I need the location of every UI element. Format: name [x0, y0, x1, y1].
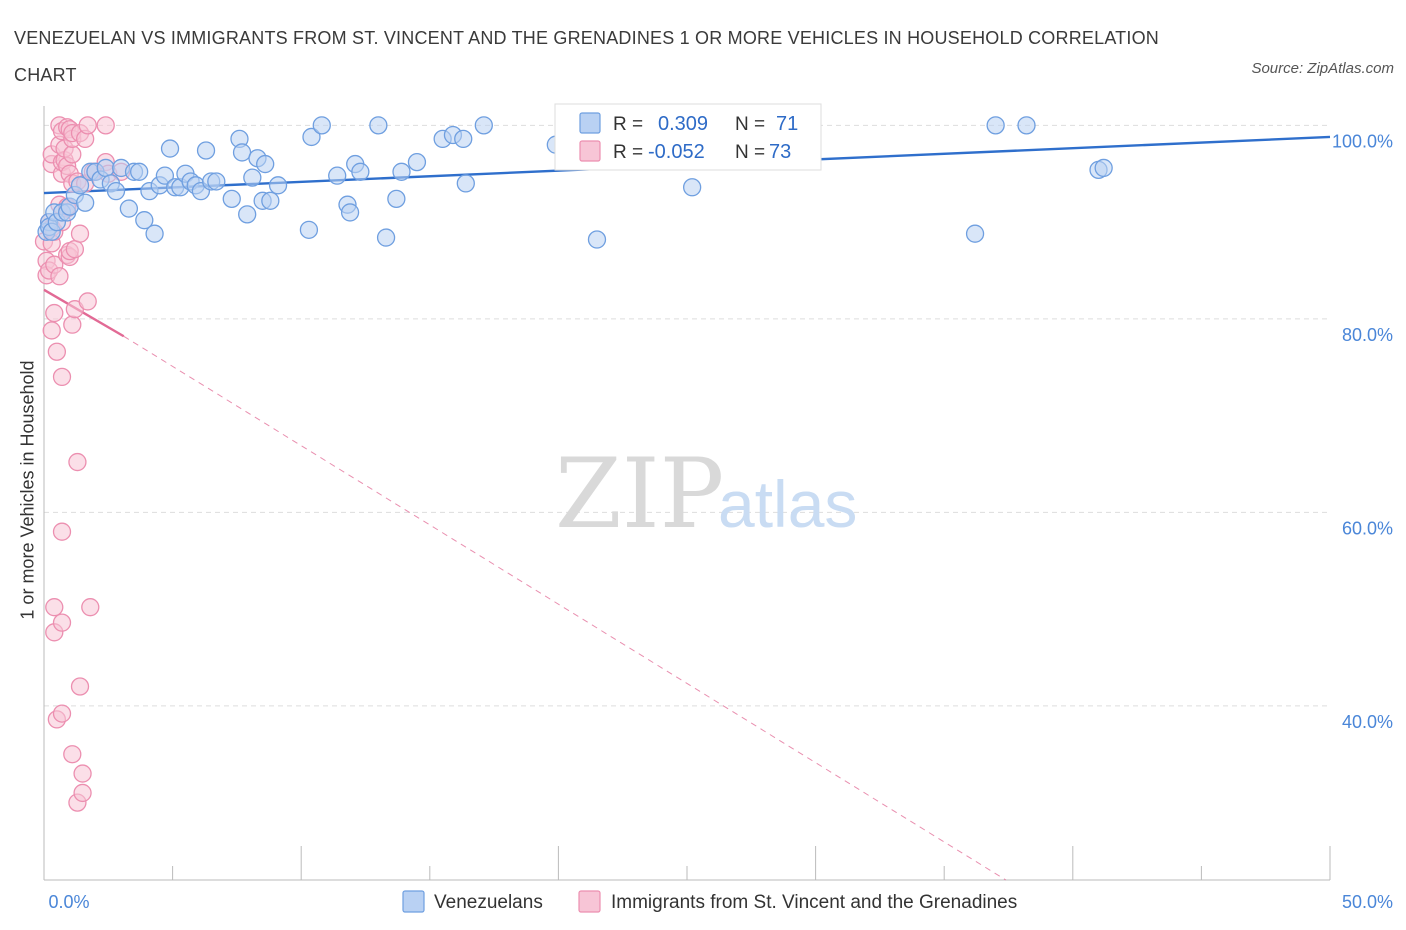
stats-swatch-immigrants [579, 140, 601, 162]
data-point [96, 158, 115, 178]
data-point [268, 176, 288, 195]
y-tick-label: 60.0% [1342, 518, 1393, 538]
watermark: ZIP atlas [555, 438, 857, 550]
legend-swatch-venezuelans [402, 890, 425, 913]
y-tick-label: 80.0% [1342, 325, 1393, 345]
data-point [454, 129, 473, 149]
tick-labels: 100.0% 80.0% 60.0% 40.0% 0.0% 50.0% [48, 131, 1393, 912]
data-point [50, 267, 69, 286]
bottom-legend: Venezuelans Immigrants from St. Vincent … [402, 890, 1017, 913]
data-point [63, 745, 82, 764]
legend-swatch-immigrants [578, 890, 601, 913]
data-point [52, 613, 72, 632]
legend-label-immigrants: Immigrants from St. Vincent and the Gren… [611, 892, 1017, 913]
data-point [196, 141, 216, 160]
chart-title: VENEZUELAN VS IMMIGRANTS FROM ST. VINCEN… [14, 28, 1159, 85]
data-point [238, 205, 257, 224]
data-point [965, 224, 985, 243]
data-point [65, 240, 85, 259]
data-point [407, 152, 427, 172]
trend-line-1 [43, 288, 125, 338]
data-point [682, 178, 702, 197]
x-tick-label: 0.0% [48, 892, 89, 912]
data-point [76, 193, 95, 212]
data-point [78, 292, 97, 311]
data-point [1017, 116, 1036, 135]
data-point [261, 191, 280, 210]
y-tick-label: 40.0% [1342, 712, 1393, 732]
data-point [81, 598, 100, 617]
data-point [302, 127, 321, 147]
data-points [34, 116, 1113, 812]
data-point [351, 162, 370, 181]
stats-n-label-2: N = [735, 142, 765, 163]
source-label: Source: ZipAtlas.com [1251, 60, 1394, 77]
data-point [376, 228, 396, 247]
stats-r-value-1: 0.309 [658, 113, 708, 135]
data-point [232, 143, 252, 162]
data-point [587, 230, 607, 249]
data-point [243, 168, 262, 187]
data-point [96, 116, 115, 135]
data-point [73, 764, 92, 783]
data-point [70, 176, 90, 195]
data-point [387, 189, 406, 209]
data-point [78, 116, 97, 135]
stats-r-value-2: -0.052 [648, 141, 705, 163]
x-tick-label: 50.0% [1342, 892, 1393, 912]
data-point [106, 181, 126, 201]
stats-swatch-venezuelans [579, 112, 601, 134]
data-point [52, 522, 72, 541]
data-point [299, 220, 319, 239]
stats-r-label-2: R = [613, 142, 643, 163]
grid-lines [44, 124, 1330, 707]
watermark-zip: ZIP [555, 438, 724, 550]
data-point [392, 162, 411, 181]
legend-label-venezuelans: Venezuelans [434, 892, 543, 913]
data-point [119, 199, 139, 218]
data-point [47, 342, 67, 361]
data-point [135, 211, 154, 230]
data-point [52, 704, 72, 723]
data-point [328, 166, 347, 185]
data-point [222, 189, 241, 209]
data-point [68, 452, 87, 472]
data-point [207, 172, 226, 191]
data-point [70, 224, 90, 243]
y-tick-label: 100.0% [1332, 131, 1393, 151]
stats-n-value-1: 71 [776, 113, 798, 135]
stats-n-value-2: 73 [769, 141, 791, 163]
data-point [42, 321, 61, 340]
stats-legend: R = 0.309 N = 71 R = -0.052 N = 73 [554, 103, 822, 171]
data-point [160, 139, 180, 158]
data-point [256, 154, 275, 174]
data-point [52, 367, 72, 387]
data-point [63, 315, 82, 334]
data-point [1094, 158, 1113, 178]
trend-extension-1 [123, 335, 1007, 881]
data-point [45, 598, 64, 617]
data-point [986, 116, 1005, 135]
watermark-atlas: atlas [718, 467, 857, 541]
data-point [340, 203, 360, 222]
stats-r-label-1: R = [613, 114, 643, 135]
data-point [474, 116, 493, 135]
data-point [155, 166, 175, 185]
data-point [130, 162, 149, 181]
data-point [63, 145, 82, 164]
data-point [369, 116, 388, 135]
stats-n-label-1: N = [735, 114, 765, 135]
data-point [73, 783, 92, 803]
data-point [312, 116, 331, 135]
data-point [45, 303, 64, 323]
data-point [145, 224, 164, 243]
data-point [456, 174, 475, 193]
data-point [70, 677, 90, 696]
